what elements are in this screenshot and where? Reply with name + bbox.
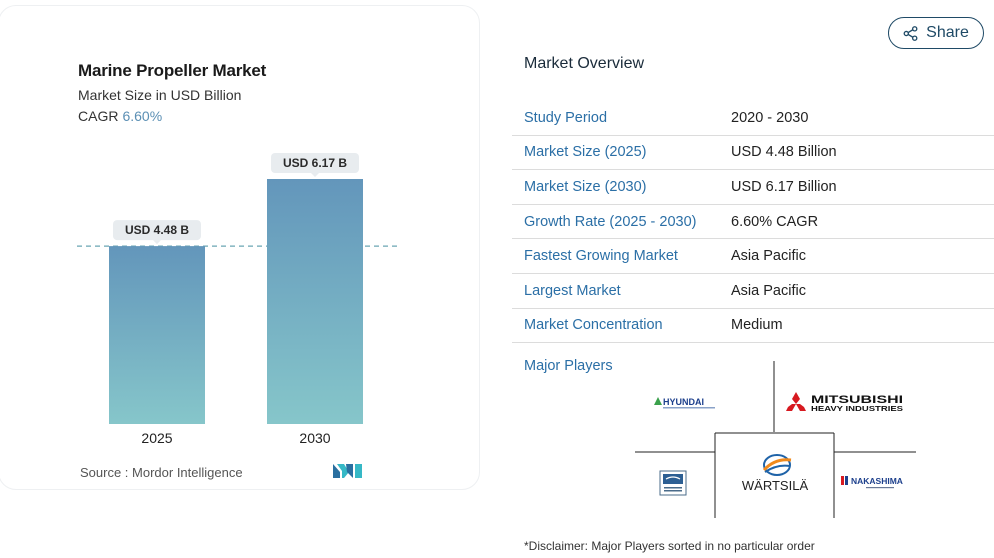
propeller-company-logo-icon <box>659 470 687 496</box>
chart-subtitle: Market Size in USD Billion <box>78 87 242 103</box>
svg-text:HYUNDAI: HYUNDAI <box>663 397 704 407</box>
data-label-bg <box>113 220 201 241</box>
hyundai-logo: HYUNDAI <box>648 393 728 413</box>
overview-row: Market Concentration Medium <box>512 309 994 344</box>
bar-chart: USD 4.48 B 2025 USD 6.17 B 2030 <box>77 153 398 446</box>
overview-key: Market Concentration <box>524 317 663 334</box>
overview-key: Fastest Growing Market <box>524 248 678 265</box>
data-label: USD 6.17 B <box>283 156 347 170</box>
svg-text:HEAVY INDUSTRIES: HEAVY INDUSTRIES <box>811 406 903 413</box>
data-label-pointer <box>153 240 161 245</box>
chart-title: Marine Propeller Market <box>78 61 267 80</box>
overview-value: USD 6.17 Billion <box>731 178 837 195</box>
bar-2025 <box>109 246 205 424</box>
cagr-label: CAGR <box>78 108 119 124</box>
svg-text:WÄRTSILÄ: WÄRTSILÄ <box>742 478 809 493</box>
cagr-value: 6.60% <box>122 108 163 124</box>
overview-key: Market Size (2025) <box>524 144 647 161</box>
bar-2030 <box>267 179 363 424</box>
x-tick-label: 2025 <box>141 430 172 446</box>
overview-value: Asia Pacific <box>731 282 806 299</box>
overview-value: 2020 - 2030 <box>731 109 809 126</box>
overview-row: Market Size (2025) USD 4.48 Billion <box>512 136 994 171</box>
share-label: Share <box>926 24 969 41</box>
overview-row: Fastest Growing Market Asia Pacific <box>512 239 994 274</box>
share-icon <box>903 25 918 41</box>
chart-source: Source : Mordor Intelligence <box>80 465 243 480</box>
data-label-pointer <box>311 173 319 177</box>
overview-value: Asia Pacific <box>731 248 806 265</box>
cagr-line: CAGR 6.60% <box>78 108 162 124</box>
overview-row: Largest Market Asia Pacific <box>512 274 994 309</box>
major-players-title: Major Players <box>524 358 613 374</box>
overview-row: Growth Rate (2025 - 2030) 6.60% CAGR <box>512 205 994 240</box>
overview-key: Market Size (2030) <box>524 178 647 195</box>
overview-table: Study Period 2020 - 2030 Market Size (202… <box>512 101 994 344</box>
x-tick-label: 2030 <box>299 430 330 446</box>
overview-title: Market Overview <box>524 55 645 72</box>
overview-row: Market Size (2030) USD 6.17 Billion <box>512 170 994 205</box>
data-label-bg <box>271 153 359 173</box>
share-button[interactable]: Share <box>888 17 984 49</box>
svg-text:NAKASHIMA: NAKASHIMA <box>851 476 903 486</box>
overview-value: USD 4.48 Billion <box>731 144 837 161</box>
overview-value: 6.60% CAGR <box>731 213 819 230</box>
overview-key: Largest Market <box>524 282 621 299</box>
mitsubishi-logo: MITSUBISHI HEAVY INDUSTRIES <box>784 390 908 416</box>
overview-row: Study Period 2020 - 2030 <box>512 101 994 136</box>
nakashima-logo: NAKASHIMA <box>840 472 912 494</box>
wartsila-logo: WÄRTSILÄ <box>735 450 815 498</box>
overview-value: Medium <box>731 317 783 334</box>
overview-key: Growth Rate (2025 - 2030) <box>524 213 697 230</box>
mordor-logo-icon <box>333 464 362 478</box>
overview-key: Study Period <box>524 109 608 126</box>
disclaimer: *Disclaimer: Major Players sorted in no … <box>524 539 815 553</box>
chart-card <box>0 5 480 490</box>
svg-text:MITSUBISHI: MITSUBISHI <box>811 394 903 406</box>
data-label: USD 4.48 B <box>125 223 189 237</box>
